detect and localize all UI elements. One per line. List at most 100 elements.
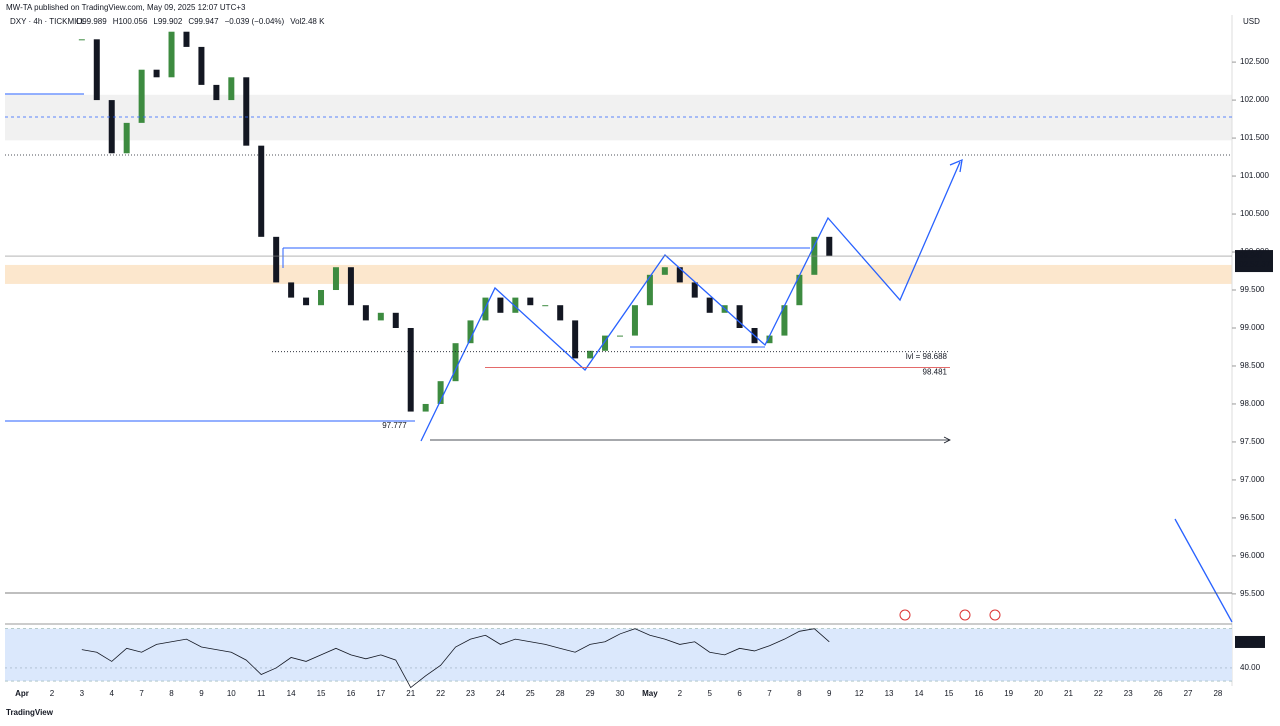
- x-tick-label: 16: [346, 689, 355, 698]
- level-label: 98.481: [923, 368, 948, 377]
- candle: [318, 290, 325, 306]
- x-tick-label: 26: [1154, 689, 1163, 698]
- x-tick-label: 9: [827, 689, 832, 698]
- candle: [347, 267, 354, 306]
- x-tick-label: 24: [496, 689, 505, 698]
- candle: [407, 327, 414, 412]
- candle: [587, 350, 594, 359]
- x-tick-label: 21: [406, 689, 415, 698]
- x-tick-label: 8: [169, 689, 174, 698]
- last-price-label: 99.947: [1239, 251, 1264, 260]
- arrow-head: [949, 158, 963, 173]
- y-tick-label: 98.500: [1240, 361, 1265, 370]
- x-tick-label: 7: [767, 689, 772, 698]
- candle: [153, 69, 160, 78]
- price-tag: [1235, 250, 1273, 273]
- x-tick-label: 12: [855, 689, 864, 698]
- y-tick-label: 99.500: [1240, 285, 1265, 294]
- x-tick-label: 28: [1213, 689, 1222, 698]
- candle: [736, 305, 743, 328]
- x-tick-label: May: [642, 689, 658, 698]
- x-tick-label: 29: [586, 689, 595, 698]
- symbol: DXY · 4h · TICKMILL: [10, 17, 86, 26]
- candle: [362, 305, 369, 321]
- candle: [288, 282, 295, 298]
- x-tick-label: 13: [885, 689, 894, 698]
- x-tick-label: 16: [974, 689, 983, 698]
- level-label: lvl = 98.688: [906, 352, 948, 361]
- x-tick-label: 10: [227, 689, 236, 698]
- x-tick-label: Apr: [15, 689, 29, 698]
- candle: [512, 297, 519, 313]
- candle: [377, 312, 384, 321]
- candle: [467, 320, 474, 344]
- candle: [826, 236, 833, 256]
- candle: [616, 335, 623, 337]
- countdown: 02:52:37: [1239, 260, 1271, 269]
- rsi-line: [81, 628, 830, 689]
- y-tick-label: 102.500: [1240, 57, 1269, 66]
- candle: [631, 305, 638, 336]
- candle: [661, 267, 668, 275]
- candle: [646, 274, 653, 306]
- candle: [108, 100, 115, 154]
- event-icon: [989, 609, 1001, 621]
- y-tick-label: 96.000: [1240, 551, 1265, 560]
- x-tick-label: 7: [139, 689, 144, 698]
- candle: [557, 305, 564, 321]
- candle: [497, 297, 504, 313]
- x-tick-label: 19: [1004, 689, 1013, 698]
- candle: [766, 335, 773, 344]
- drawing-line: [1174, 518, 1233, 623]
- y-tick-label: 101.500: [1240, 133, 1269, 142]
- candle: [392, 312, 399, 328]
- currency: USD: [1243, 17, 1260, 26]
- x-tick-label: 21: [1064, 689, 1073, 698]
- x-tick-label: 8: [797, 689, 802, 698]
- candle: [303, 297, 310, 306]
- y-tick-label: 97.500: [1240, 437, 1265, 446]
- candle: [527, 297, 534, 306]
- candle: [452, 343, 459, 382]
- y-tick-label: 96.500: [1240, 513, 1265, 522]
- zone: [5, 94, 1232, 141]
- ohlc-label: Vol2.48 K: [290, 17, 325, 26]
- candle: [572, 320, 579, 359]
- footer: TradingView: [6, 708, 54, 717]
- candle: [258, 145, 265, 237]
- x-tick-label: 28: [556, 689, 565, 698]
- x-tick-label: 6: [737, 689, 742, 698]
- event-icon: [959, 609, 971, 621]
- x-tick-label: 11: [257, 689, 266, 698]
- ohlc-label: C99.947: [188, 17, 219, 26]
- ohlc-label: H100.056: [113, 17, 148, 26]
- arrow-head: [943, 436, 951, 444]
- y-tick-label: 99.000: [1240, 323, 1265, 332]
- x-tick-label: 22: [436, 689, 445, 698]
- rsi-tag: [1235, 635, 1265, 648]
- candle: [542, 305, 549, 307]
- candle: [781, 305, 788, 336]
- x-tick-label: 15: [944, 689, 953, 698]
- x-tick-label: 27: [1184, 689, 1193, 698]
- ohlc-label: −0.039 (−0.04%): [225, 17, 285, 26]
- x-tick-label: 25: [526, 689, 535, 698]
- ohlc-label: O99.989: [76, 17, 107, 26]
- x-tick-label: 2: [50, 689, 55, 698]
- x-tick-label: 20: [1034, 689, 1043, 698]
- candle: [437, 381, 444, 404]
- x-tick-label: 14: [915, 689, 924, 698]
- candle: [273, 236, 280, 283]
- x-tick-label: 22: [1094, 689, 1103, 698]
- candle: [78, 39, 85, 41]
- y-tick-label: 100.500: [1240, 209, 1269, 218]
- candle: [706, 297, 713, 313]
- candle: [198, 46, 205, 85]
- candle: [93, 39, 100, 101]
- x-tick-label: 4: [110, 689, 115, 698]
- candle: [602, 335, 609, 351]
- x-tick-label: 9: [199, 689, 204, 698]
- rsi-tick-label: 40.00: [1240, 663, 1261, 672]
- x-tick-label: 5: [707, 689, 712, 698]
